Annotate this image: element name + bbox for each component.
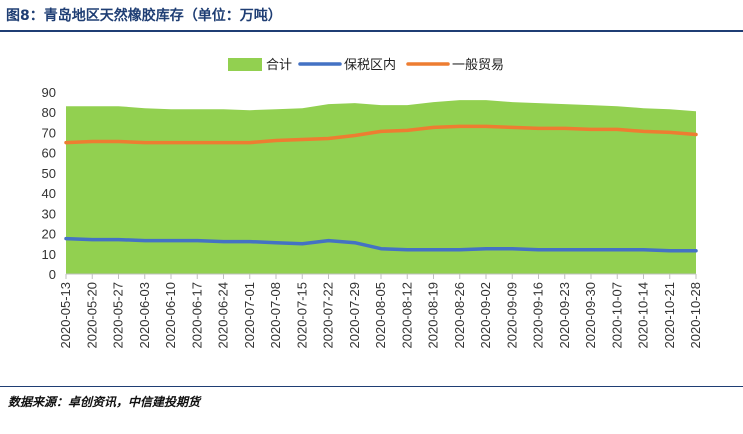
x-tick-label: 2020-07-22 <box>321 282 336 349</box>
x-tick-label: 2020-05-27 <box>111 282 126 349</box>
chart-svg: 合计 保税区内 一般贸易 0 10 20 30 40 50 60 70 80 90 2020-05-1… <box>42 57 703 349</box>
x-tick-label: 2020-09-30 <box>583 282 598 349</box>
y-tick-label: 0 <box>49 267 56 282</box>
x-tick-label: 2020-06-10 <box>163 282 178 349</box>
legend-label: 保税区内 <box>344 57 396 73</box>
title-rule <box>0 30 743 32</box>
x-tick-label: 2020-09-02 <box>478 282 493 349</box>
y-tick-label: 10 <box>42 247 56 262</box>
x-tick-label: 2020-09-23 <box>557 282 572 349</box>
x-tick-label: 2020-07-01 <box>242 282 257 349</box>
legend-item-general: 一般贸易 <box>406 57 504 73</box>
x-tick-label: 2020-05-20 <box>84 282 99 349</box>
x-tick-label: 2020-05-13 <box>58 282 73 349</box>
x-tick-label: 2020-10-21 <box>662 282 677 349</box>
x-tick-label: 2020-07-29 <box>347 282 362 349</box>
y-tick-label: 80 <box>42 105 56 120</box>
chart-title: 图8：青岛地区天然橡胶库存（单位：万吨） <box>6 8 282 24</box>
x-tick-label: 2020-08-05 <box>373 282 388 349</box>
legend-item-total: 合计 <box>228 58 292 73</box>
x-tick-label: 2020-08-26 <box>452 282 467 349</box>
legend-item-bonded: 保税区内 <box>298 57 396 73</box>
y-tick-label: 70 <box>42 125 56 140</box>
y-tick-label: 40 <box>42 186 56 201</box>
x-tick-label: 2020-10-28 <box>688 282 703 349</box>
legend-label: 一般贸易 <box>452 57 504 73</box>
x-tick-label: 2020-07-15 <box>294 282 309 349</box>
x-tick-label: 2020-10-07 <box>609 282 624 349</box>
x-axis: 2020-05-13 2020-05-20 2020-05-27 2020-06-03… <box>58 273 703 349</box>
footer-rule <box>0 386 743 387</box>
series-line-bonded <box>64 236 698 253</box>
legend-label: 合计 <box>266 58 292 73</box>
x-tick-label: 2020-06-03 <box>137 282 152 349</box>
series-line-general <box>64 124 698 145</box>
y-tick-label: 50 <box>42 166 56 181</box>
x-tick-label: 2020-09-16 <box>531 282 546 349</box>
x-tick-label: 2020-08-19 <box>426 282 441 349</box>
x-tick-label: 2020-09-09 <box>504 282 519 349</box>
y-tick-label: 60 <box>42 146 56 161</box>
legend-swatch <box>228 58 262 71</box>
legend: 合计 保税区内 一般贸易 <box>228 57 504 73</box>
x-tick-label: 2020-06-17 <box>189 282 204 349</box>
x-tick-label: 2020-08-12 <box>399 282 414 349</box>
y-tick-label: 90 <box>42 85 56 100</box>
data-source-note: 数据来源：卓创资讯，中信建投期货 <box>8 395 201 409</box>
y-tick-label: 30 <box>42 206 56 221</box>
x-tick-label: 2020-07-08 <box>268 282 283 349</box>
x-tick-label: 2020-06-24 <box>216 282 231 349</box>
x-tick-label: 2020-10-14 <box>636 282 651 349</box>
plot-area <box>64 100 698 274</box>
y-tick-label: 20 <box>42 227 56 242</box>
y-axis: 0 10 20 30 40 50 60 70 80 90 <box>42 85 56 282</box>
